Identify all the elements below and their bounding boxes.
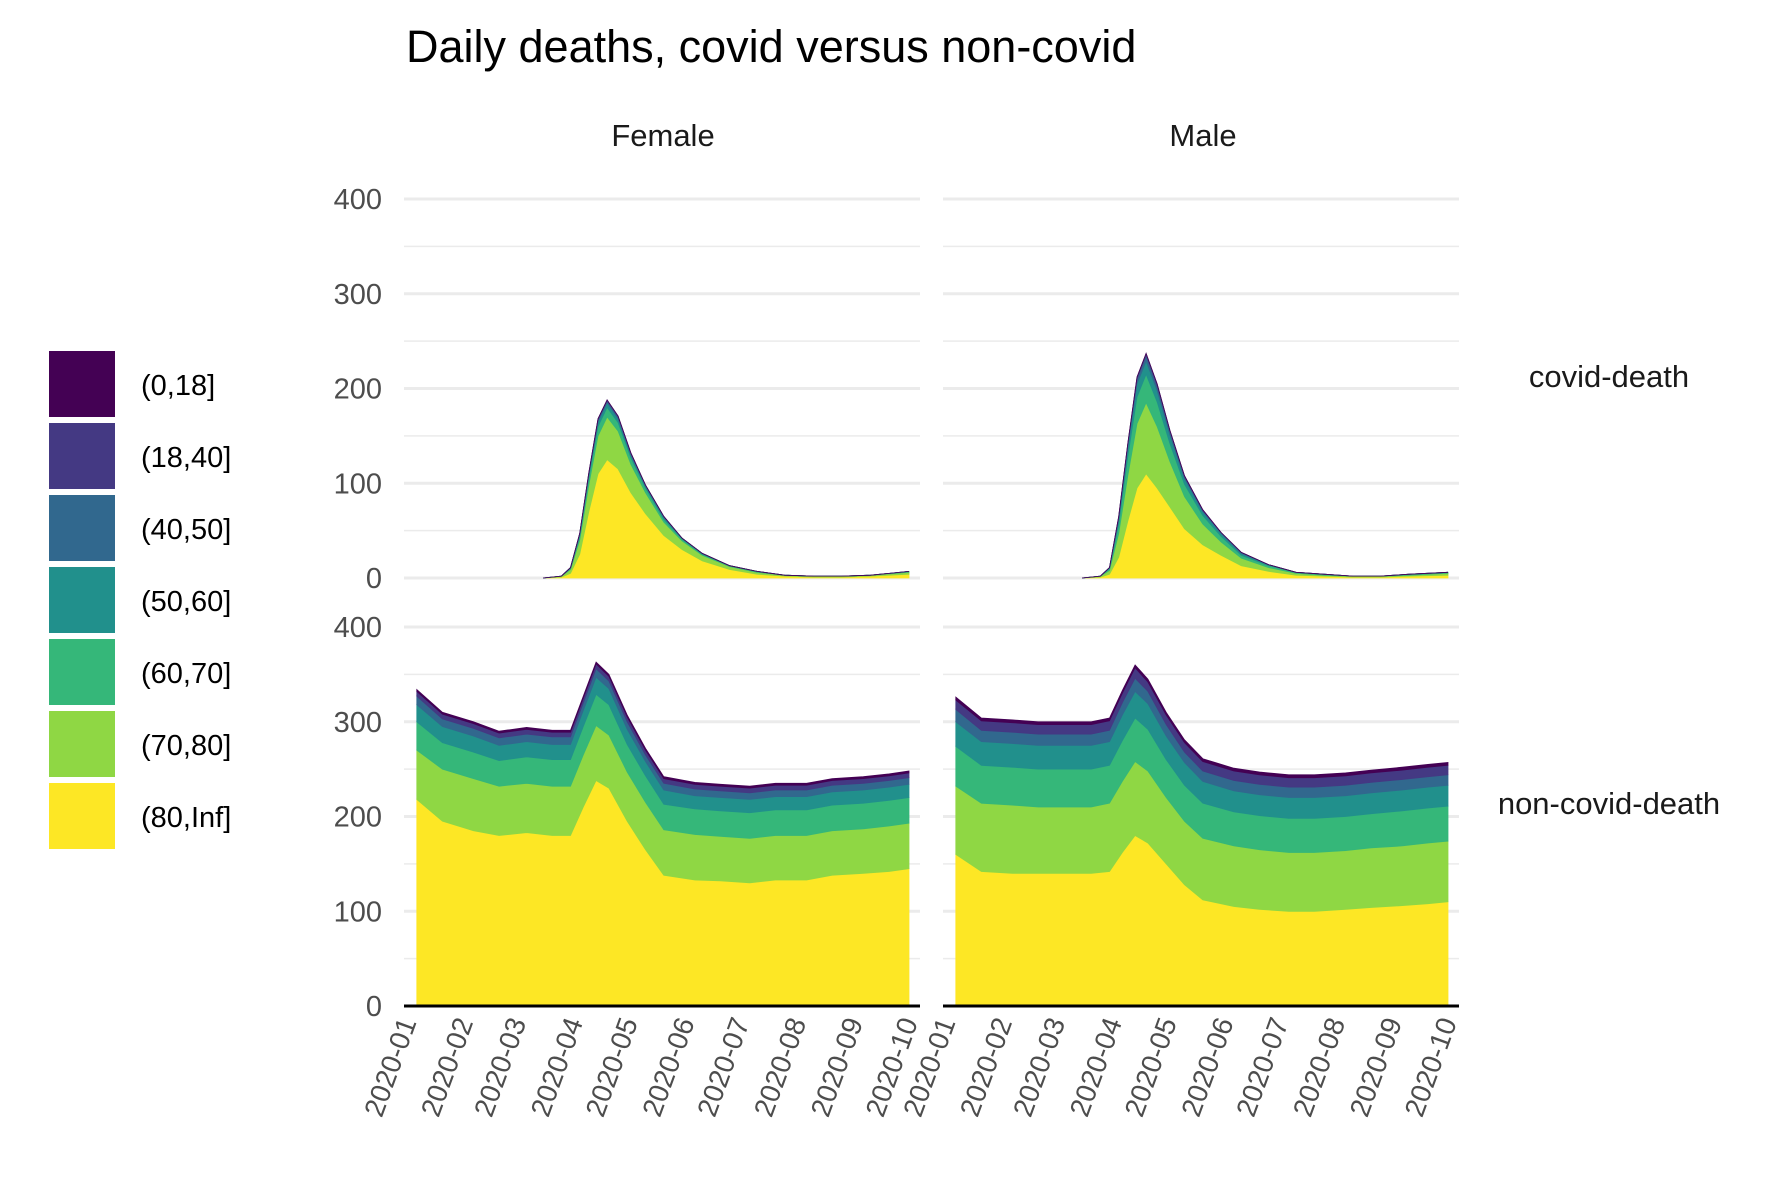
legend-swatch <box>49 711 115 777</box>
y-tick-label: 400 <box>334 184 382 216</box>
legend-label: (50,60] <box>141 586 231 618</box>
y-tick-label: 400 <box>334 612 382 644</box>
legend: (0,18] (18,40] (40,50] (50,60] (60,70] (70,80… <box>49 351 231 849</box>
legend-swatch <box>49 495 115 561</box>
x-tick-label: 2020-08 <box>1287 1013 1351 1120</box>
area-series-0-18 <box>1082 352 1449 579</box>
x-tick-label: 2020-09 <box>805 1013 869 1120</box>
panel-grid-female-covid-death <box>404 197 920 580</box>
legend-swatch <box>49 783 115 849</box>
y-tick-label: 0 <box>366 991 382 1023</box>
y-axis: 0 100 200 300 400 0 100 200 300 400 <box>334 184 382 1023</box>
y-tick-label: 100 <box>334 896 382 928</box>
x-tick-label: 2020-06 <box>1175 1013 1239 1120</box>
x-tick-label: 2020-06 <box>636 1013 700 1120</box>
legend-swatch <box>49 351 115 417</box>
legend-label: (18,40] <box>141 442 231 474</box>
y-tick-label: 0 <box>366 563 382 595</box>
panel-female-covid-death <box>543 399 910 579</box>
x-tick-label: 2020-01 <box>358 1013 422 1120</box>
chart-title: Daily deaths, covid versus non-covid <box>406 21 1136 72</box>
x-axis: 2020-012020-022020-032020-042020-052020-… <box>358 1004 1463 1121</box>
y-tick-label: 300 <box>334 707 382 739</box>
legend-swatch <box>49 423 115 489</box>
legend-swatch <box>49 639 115 705</box>
y-tick-label: 100 <box>334 468 382 500</box>
x-tick-label: 2020-04 <box>525 1013 589 1120</box>
x-tick-label: 2020-07 <box>691 1013 755 1120</box>
legend-label: (40,50] <box>141 514 231 546</box>
area-series-0-18 <box>955 664 1449 779</box>
y-tick-label: 200 <box>334 802 382 834</box>
facet-label-female: Female <box>611 118 714 153</box>
x-tick-label: 2020-09 <box>1344 1013 1408 1120</box>
area-series-80-Inf <box>543 458 910 579</box>
panel-male-non-covid-death <box>955 664 1449 1007</box>
legend-label: (0,18] <box>141 370 215 402</box>
x-tick-label: 2020-03 <box>468 1013 532 1120</box>
area-series-0-18 <box>543 399 910 579</box>
legend-label: (80,Inf] <box>141 802 231 834</box>
x-tick-label: 2020-08 <box>748 1013 812 1120</box>
y-tick-label: 200 <box>334 374 382 406</box>
panels-layer <box>404 197 1459 1008</box>
x-tick-label: 2020-10 <box>1399 1013 1463 1120</box>
panel-female-non-covid-death <box>416 661 910 1007</box>
x-tick-label: 2020-05 <box>580 1013 644 1120</box>
area-series-0-18 <box>416 661 910 789</box>
legend-label: (70,80] <box>141 730 231 762</box>
x-tick-label: 2020-03 <box>1007 1013 1071 1120</box>
facet-label-male: Male <box>1169 118 1236 153</box>
panel-grid-male-covid-death <box>943 197 1459 580</box>
facet-label-covid-death: covid-death <box>1529 359 1689 394</box>
x-tick-label: 2020-05 <box>1119 1013 1183 1120</box>
panel-male-covid-death <box>1082 352 1449 579</box>
y-tick-label: 300 <box>334 279 382 311</box>
x-tick-label: 2020-04 <box>1064 1013 1128 1120</box>
facet-label-non-covid-death: non-covid-death <box>1498 786 1720 821</box>
legend-swatch <box>49 567 115 633</box>
x-tick-label: 2020-07 <box>1230 1013 1294 1120</box>
legend-label: (60,70] <box>141 658 231 690</box>
